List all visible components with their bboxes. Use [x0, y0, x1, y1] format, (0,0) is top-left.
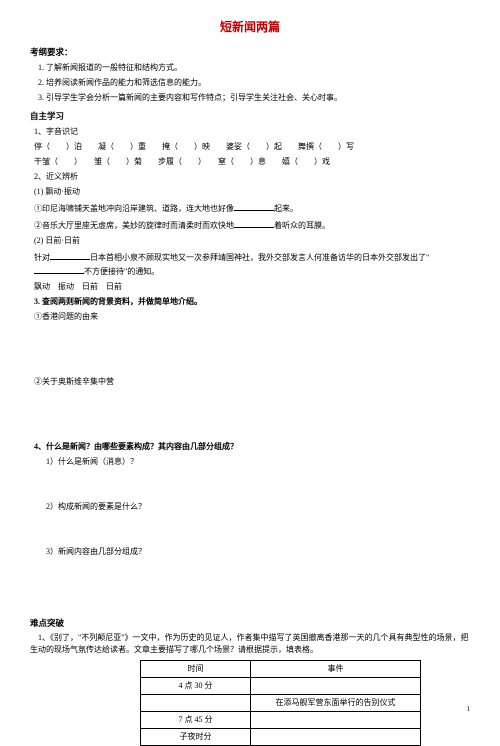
zy-22a-tail: 不方便接待"的通知。	[84, 267, 159, 276]
zy-line-1b: 干皱（ ） 雏（ ）菊 步履（ ） 窒（ ）息 嬉（ ）戏	[34, 156, 470, 168]
zy-line-1a: 停（ ）泊 凝（ ）重 掩（ ）映 婆娑（ ）起 舞撰（ ）写	[34, 141, 470, 153]
cell-event-2[interactable]	[251, 712, 421, 729]
zy-22a-line: 针对 日本首相小泉不顾现实地又一次参拜靖国神社，我外交部发言人何准备访华的日本外交…	[34, 250, 470, 278]
zy-21: (1) 飘动·振动	[34, 186, 470, 198]
zy-31: ①香港问题的由来	[34, 311, 470, 323]
blank-3[interactable]	[50, 250, 90, 260]
nd-head: 难点突破	[30, 617, 470, 630]
req-item-3: 3. 引导学生学会分析一篇新闻的主要内容和写作特点；引导学生关注社会、关心时事。	[30, 92, 470, 104]
zy-item-2: 2、近义辨析	[34, 171, 470, 183]
section-exam-req-head: 考纲要求：	[30, 46, 470, 59]
req-item-1: 1. 了解新闻报道的一般特征和结构方式。	[30, 62, 470, 74]
cell-event-1: 在添马舰军营东面举行的告别仪式	[251, 695, 421, 712]
section-self-study-head: 自主学习	[30, 110, 470, 123]
zy-22: (2) 日前·日前	[34, 235, 470, 247]
blank-2[interactable]	[234, 218, 274, 228]
table-header-row: 时间 事件	[141, 661, 421, 678]
q4-head: 4、什么是新闻？由哪些要素构成？其内容由几部分组成？	[34, 441, 470, 453]
zy-item-1: 1、字音识记	[34, 126, 470, 138]
zy-item-3: 3. 查阅两则新闻的背景资料，并做简单地介绍。	[34, 296, 470, 308]
cell-time-1[interactable]	[141, 695, 251, 712]
table-row: 子夜时分	[141, 729, 421, 746]
zy-21a-tail: 起来。	[274, 204, 298, 213]
table-row: 7 点 45 分	[141, 712, 421, 729]
zy-21b-line: ②音乐大厅里座无虚席，美妙的旋律时而清柔时而欢快地 着听众的耳膜。	[34, 218, 470, 232]
zy-21a-text: ①印尼海啸铺天盖地冲向沿岸建筑、道路，连大地也好像	[34, 204, 234, 213]
q4-1: 1）什么是新闻（消息）？	[46, 456, 470, 468]
page-number: 1	[467, 704, 471, 715]
th-time: 时间	[141, 661, 251, 678]
zy-32: ②关于奥斯维辛集中营	[34, 376, 470, 388]
scene-table: 时间 事件 4 点 30 分 在添马舰军营东面举行的告别仪式 7 点 45 分 …	[140, 660, 421, 746]
th-event: 事件	[251, 661, 421, 678]
table-row: 在添马舰军营东面举行的告别仪式	[141, 695, 421, 712]
doc-title: 短新闻两篇	[30, 18, 470, 36]
blank-1[interactable]	[234, 201, 274, 211]
cell-time-0: 4 点 30 分	[141, 678, 251, 695]
zy-22a-pre: 针对	[34, 253, 50, 262]
zy-22b: 飘动 振动 日前 日前	[34, 281, 470, 293]
zy-21a-line: ①印尼海啸铺天盖地冲向沿岸建筑、道路，连大地也好像 起来。	[34, 201, 470, 215]
blank-4[interactable]	[34, 264, 84, 274]
q4-3: 3）新闻内容由几部分组成？	[46, 546, 470, 558]
req-item-2: 2. 培养阅读新闻作品的能力和筛选信息的能力。	[30, 77, 470, 89]
nd-para: 1、《别了，"不列颠尼亚"》一文中，作为历史的见证人，作者集中描写了英国撤离香港…	[30, 632, 470, 656]
cell-event-3[interactable]	[251, 729, 421, 746]
zy-21b-text: ②音乐大厅里座无虚席，美妙的旋律时而清柔时而欢快地	[34, 221, 234, 230]
q4-2: 2）构成新闻的要素是什么？	[46, 501, 470, 513]
cell-time-3: 子夜时分	[141, 729, 251, 746]
table-row: 4 点 30 分	[141, 678, 421, 695]
zy-21b-tail: 着听众的耳膜。	[274, 221, 330, 230]
zy-22a-mid: 日本首相小泉不顾现实地又一次参拜靖国神社，我外交部发言人何准备访华的日本外交部发…	[90, 253, 429, 262]
cell-time-2: 7 点 45 分	[141, 712, 251, 729]
cell-event-0[interactable]	[251, 678, 421, 695]
